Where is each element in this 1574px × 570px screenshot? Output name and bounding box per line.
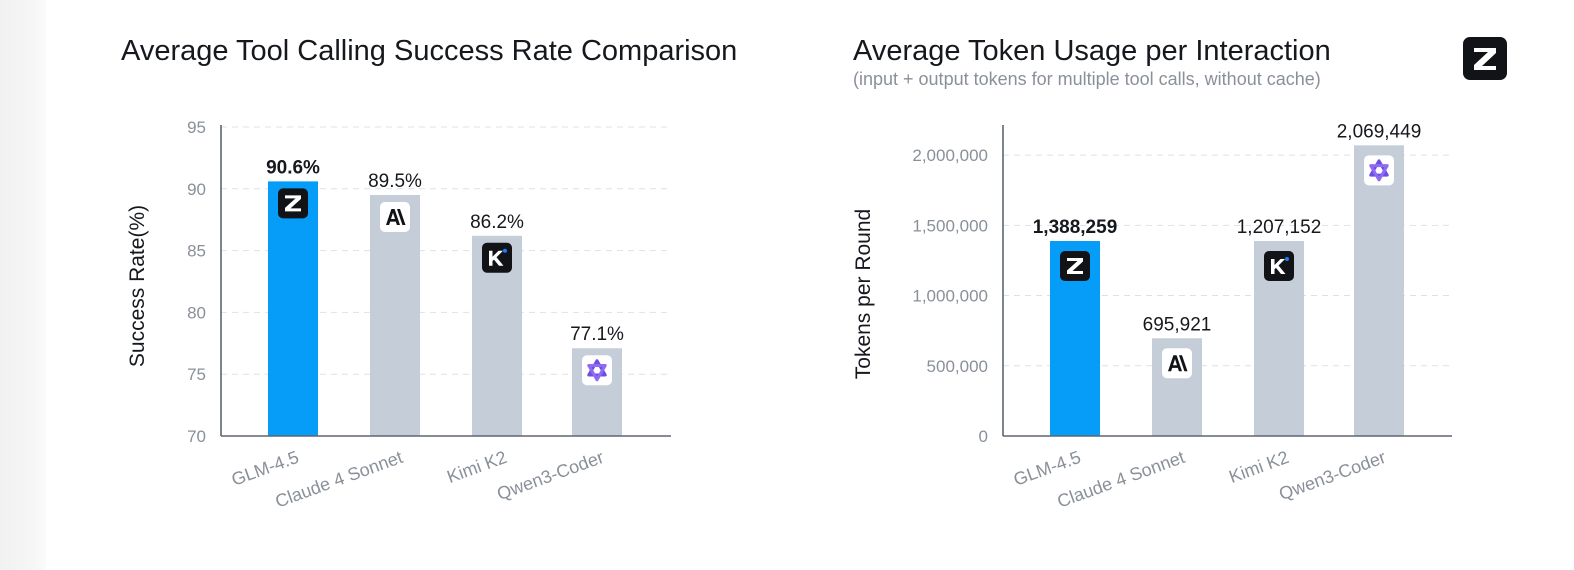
qwen-logo-triangle-a	[587, 359, 607, 377]
anthropic-logo-icon	[1162, 348, 1192, 379]
anthropic-logo-slash	[1179, 355, 1188, 372]
left-margin-strip	[0, 0, 46, 570]
anthropic-logo-slash	[397, 208, 406, 225]
qwen-logo-icon	[582, 355, 612, 386]
kimi-logo-dot	[1285, 257, 1289, 262]
y-tick-label: 80	[187, 303, 206, 322]
bar-value-label: 695,921	[1143, 314, 1212, 335]
anthropic-logo-a	[1168, 355, 1182, 372]
chart-title: Average Tool Calling Success Rate Compar…	[121, 35, 737, 67]
qwen-logo-icon	[1364, 155, 1394, 186]
qwen-logo-triangle-b	[1369, 164, 1389, 182]
kimi-logo-k	[489, 250, 504, 266]
y-tick-label: 90	[187, 180, 206, 199]
bar-value-label: 86.2%	[470, 212, 524, 233]
anthropic-logo-icon	[380, 201, 410, 232]
kimi-logo-k	[1271, 259, 1286, 275]
y-tick-label: 85	[187, 242, 206, 261]
zhipu-logo-glyph	[1067, 258, 1083, 275]
y-tick-label: 95	[187, 118, 206, 137]
kimi-logo-icon	[1264, 251, 1294, 282]
qwen-logo-triangle-a	[1369, 159, 1389, 177]
kimi-logo-dot	[503, 248, 507, 253]
zhipu-logo-icon	[1060, 251, 1090, 282]
kimi-logo-bg	[1264, 251, 1294, 282]
x-tick-label: Qwen3-Coder	[494, 447, 606, 504]
x-tick-label: Kimi K2	[1226, 447, 1291, 487]
x-tick-label: Kimi K2	[444, 447, 509, 487]
chart-1: Average Token Usage per Interaction(inpu…	[852, 35, 1452, 512]
zhipu-logo-glyph	[285, 195, 301, 212]
chart-title: Average Token Usage per Interaction	[853, 35, 1331, 67]
y-axis-label: Success Rate(%)	[126, 205, 149, 367]
bar-value-label: 1,207,152	[1237, 217, 1322, 238]
y-tick-label: 0	[979, 427, 988, 446]
y-tick-label: 1,500,000	[912, 216, 988, 235]
kimi-logo-bg	[482, 242, 512, 273]
bar	[1354, 145, 1404, 436]
y-tick-label: 70	[187, 427, 206, 446]
qwen-logo-triangle-b	[587, 363, 607, 382]
qwen-logo-bg	[582, 355, 612, 386]
y-tick-label: 500,000	[927, 357, 988, 376]
y-tick-label: 75	[187, 365, 206, 384]
zhipu-brand-logo-icon	[1463, 37, 1507, 80]
bar-value-label: 2,069,449	[1337, 121, 1422, 142]
bar-value-label: 90.6%	[266, 157, 320, 178]
anthropic-logo-a	[386, 208, 400, 225]
bar	[268, 181, 318, 436]
kimi-logo-icon	[482, 242, 512, 273]
bar-value-label: 77.1%	[570, 324, 624, 345]
y-axis-label: Tokens per Round	[852, 209, 875, 379]
x-tick-label: GLM-4.5	[1011, 447, 1084, 490]
bar-value-label: 89.5%	[368, 171, 422, 192]
x-tick-label: GLM-4.5	[229, 447, 302, 490]
y-tick-label: 1,000,000	[912, 287, 988, 306]
chart-0: Average Tool Calling Success Rate Compar…	[121, 35, 737, 512]
y-tick-label: 2,000,000	[912, 146, 988, 165]
x-tick-label: Qwen3-Coder	[1276, 447, 1388, 504]
bar-value-label: 1,388,259	[1033, 217, 1118, 238]
chart-subtitle: (input + output tokens for multiple tool…	[853, 69, 1321, 89]
zhipu-logo-icon	[278, 188, 308, 219]
bar	[370, 194, 420, 436]
qwen-logo-bg	[1364, 155, 1394, 186]
